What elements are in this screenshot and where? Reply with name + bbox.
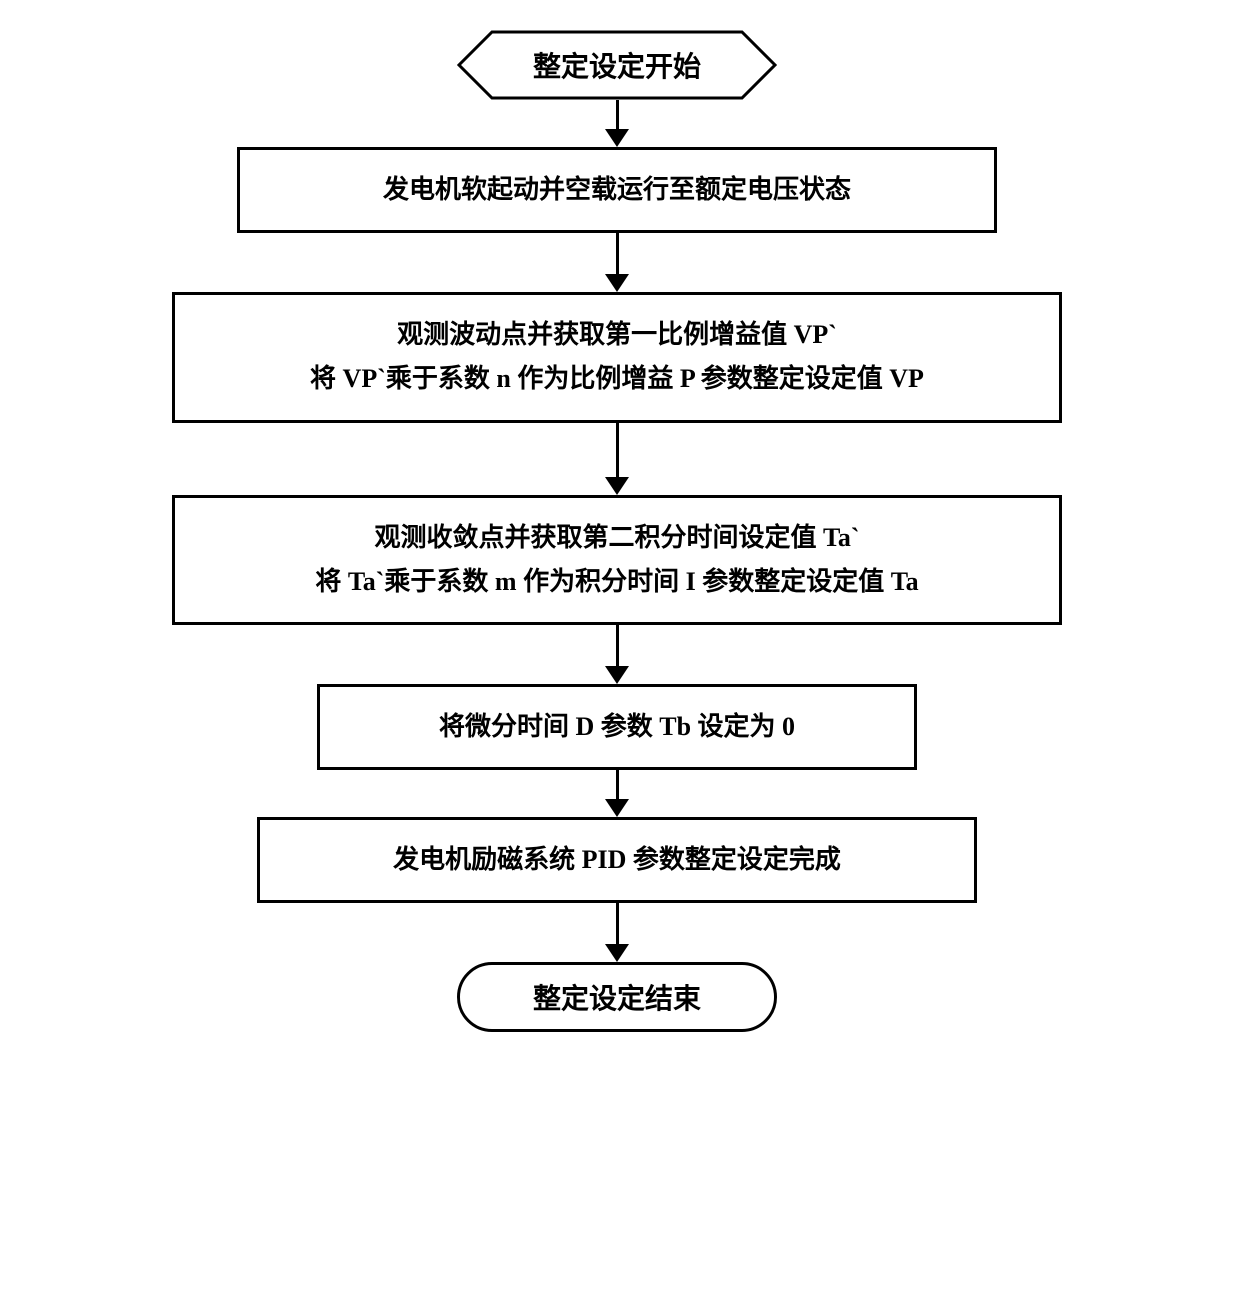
process-step4: 将微分时间 D 参数 Tb 设定为 0 [317, 684, 917, 770]
end-label: 整定设定结束 [533, 977, 701, 1017]
start-terminator: 整定设定开始 [457, 30, 777, 100]
end-terminator: 整定设定结束 [457, 962, 777, 1032]
arrow-6 [605, 903, 629, 962]
step3-line1: 观测收敛点并获取第二积分时间设定值 Ta` [374, 516, 859, 560]
step1-text: 发电机软起动并空载运行至额定电压状态 [383, 168, 851, 212]
start-label: 整定设定开始 [533, 45, 701, 85]
arrow-5 [605, 770, 629, 817]
arrow-4 [605, 625, 629, 684]
process-step3: 观测收敛点并获取第二积分时间设定值 Ta` 将 Ta`乘于系数 m 作为积分时间… [172, 495, 1062, 625]
process-step5: 发电机励磁系统 PID 参数整定设定完成 [257, 817, 977, 903]
step2-line1: 观测波动点并获取第一比例增益值 VP` [397, 313, 837, 357]
step3-line2: 将 Ta`乘于系数 m 作为积分时间 I 参数整定设定值 Ta [315, 560, 918, 604]
step4-text: 将微分时间 D 参数 Tb 设定为 0 [439, 705, 795, 749]
process-step1: 发电机软起动并空载运行至额定电压状态 [237, 147, 997, 233]
arrow-1 [605, 100, 629, 147]
arrow-3 [605, 423, 629, 495]
arrow-2 [605, 233, 629, 292]
process-step2: 观测波动点并获取第一比例增益值 VP` 将 VP`乘于系数 n 作为比例增益 P… [172, 292, 1062, 422]
step2-line2: 将 VP`乘于系数 n 作为比例增益 P 参数整定设定值 VP [310, 357, 924, 401]
flowchart-container: 整定设定开始 发电机软起动并空载运行至额定电压状态 观测波动点并获取第一比例增益… [167, 30, 1067, 1032]
step5-text: 发电机励磁系统 PID 参数整定设定完成 [393, 838, 841, 882]
